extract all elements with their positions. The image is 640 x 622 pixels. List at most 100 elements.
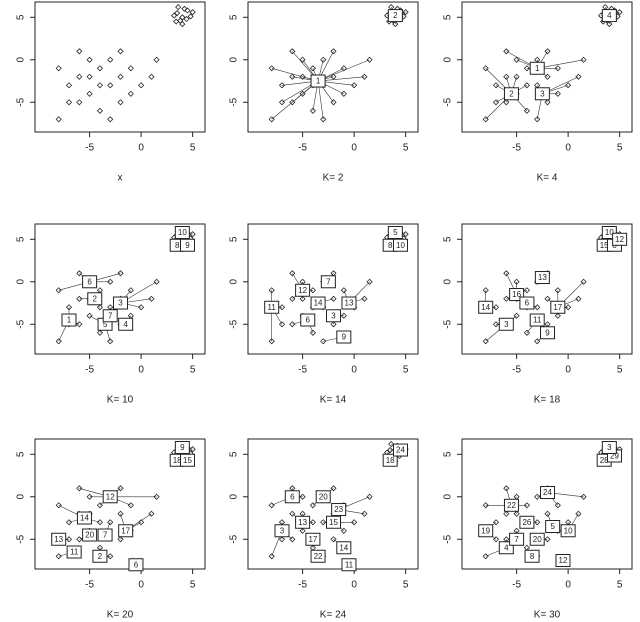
cluster-center: [326, 309, 342, 323]
cluster-center: [336, 541, 352, 555]
data-point: [148, 295, 155, 302]
data-point: [544, 73, 551, 80]
data-point: [299, 527, 306, 534]
cluster-id: 12: [298, 286, 307, 295]
cluster-center: [560, 524, 576, 538]
data-point: [76, 536, 83, 543]
data-point: [309, 287, 316, 294]
data-point: [181, 5, 188, 12]
y-tick-label: 5: [443, 451, 454, 457]
data-point: [523, 329, 530, 336]
cluster-center: [382, 453, 398, 467]
data-point: [387, 446, 394, 454]
data-point: [503, 73, 510, 80]
data-point: [117, 536, 124, 543]
data-point: [278, 321, 286, 328]
cluster-center: [174, 440, 190, 454]
data-point: [513, 278, 520, 285]
cluster-id: 11: [268, 303, 277, 312]
cluster-id: 9: [185, 241, 190, 250]
data-point: [86, 312, 93, 319]
data-point: [107, 519, 114, 526]
data-point: [96, 82, 103, 89]
cluster-id: 16: [512, 290, 521, 299]
cluster-id: 10: [396, 241, 405, 250]
x-axis-label: K= 14: [320, 395, 347, 406]
data-point: [482, 116, 489, 123]
cluster-id: 1: [535, 64, 540, 73]
data-point: [96, 65, 103, 72]
x-tick-label: -5: [512, 580, 521, 591]
data-point: [544, 536, 551, 543]
data-point: [330, 99, 337, 106]
cluster-center: [601, 440, 617, 454]
data-point: [299, 73, 306, 80]
data-point: [289, 270, 296, 277]
cluster-id: 7: [103, 531, 108, 540]
cluster-id: 14: [314, 299, 323, 308]
data-point: [482, 338, 489, 345]
data-point: [127, 502, 134, 509]
data-point: [183, 15, 190, 23]
cluster-center: [82, 528, 98, 542]
data-point: [492, 304, 500, 311]
x-tick-label: 0: [351, 365, 357, 376]
data-point: [268, 553, 275, 560]
cluster-center: [315, 490, 331, 504]
cluster-center: [113, 296, 129, 310]
data-point: [171, 12, 178, 19]
cluster-center: [61, 313, 77, 327]
data-point: [388, 441, 395, 448]
data-point: [65, 536, 73, 543]
data-point: [309, 329, 316, 336]
data-point: [127, 90, 134, 97]
cluster-id: 22: [314, 552, 323, 561]
cluster-center: [102, 309, 118, 323]
data-point: [366, 278, 373, 285]
data-point: [513, 312, 520, 319]
cluster-center: [509, 532, 525, 546]
data-point: [503, 485, 510, 492]
data-point: [289, 510, 296, 517]
data-point: [76, 73, 83, 80]
data-point: [138, 82, 145, 89]
assignment-line: [317, 59, 370, 82]
data-point: [189, 9, 196, 16]
data-point: [76, 48, 83, 55]
cluster-center: [529, 313, 545, 327]
data-point: [340, 527, 347, 534]
x-tick-label: 5: [190, 580, 196, 591]
data-point: [138, 304, 145, 311]
cluster-id: 8: [530, 552, 535, 561]
cluster-center: [601, 9, 617, 23]
cluster-center: [503, 498, 519, 512]
data-point: [55, 65, 62, 72]
data-point: [86, 56, 93, 63]
cluster-center: [82, 275, 98, 289]
data-point: [523, 65, 530, 72]
cluster-center: [179, 453, 195, 467]
data-point: [117, 485, 124, 492]
data-point: [361, 295, 368, 302]
cluster-id: 17: [308, 535, 317, 544]
y-tick-label: -5: [443, 97, 454, 106]
cluster-id: 11: [533, 316, 542, 325]
cluster-id: 14: [80, 514, 89, 523]
cluster-id: 15: [183, 456, 192, 465]
data-point: [107, 553, 114, 560]
cluster-id: 12: [106, 492, 115, 501]
cluster-center: [264, 300, 280, 314]
y-tick-label: 0: [16, 494, 27, 500]
cluster-id: 17: [121, 526, 130, 535]
data-point: [320, 116, 327, 123]
x-tick-label: 0: [351, 143, 357, 154]
cluster-id: 18: [173, 456, 182, 465]
data-point: [289, 295, 296, 302]
x-tick-label: -5: [512, 143, 521, 154]
data-point: [309, 502, 316, 509]
cluster-center: [295, 515, 311, 529]
assignment-line: [537, 59, 584, 69]
data-point: [616, 9, 623, 16]
cluster-center: [529, 532, 545, 546]
x-axis-label: K= 20: [107, 610, 134, 621]
